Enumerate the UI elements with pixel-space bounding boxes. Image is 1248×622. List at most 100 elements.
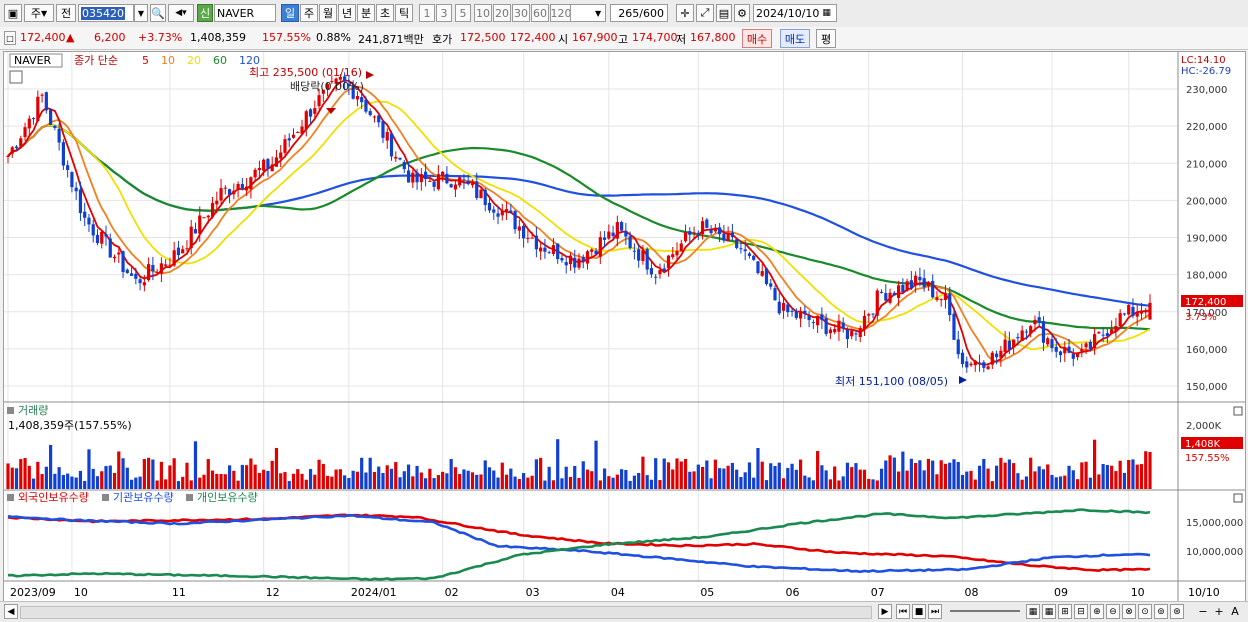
candle-body [1016, 336, 1020, 339]
period-button[interactable]: 틱 [395, 4, 413, 22]
tool-icon-6[interactable]: ⊖ [1106, 604, 1120, 619]
tool-icon-10[interactable]: ⊛ [1170, 604, 1184, 619]
market-select[interactable]: 주 ▼ [24, 4, 54, 22]
interval-button[interactable]: 60 [531, 4, 549, 22]
candle-body [19, 138, 23, 147]
expand-icon[interactable]: □ [4, 31, 16, 45]
save-icon[interactable]: ▤ [716, 4, 732, 22]
volume-bar [266, 470, 270, 489]
period-button[interactable]: 분 [357, 4, 375, 22]
volume-bar [257, 472, 262, 489]
max-count: /600 [639, 6, 664, 20]
tool-icon-1[interactable]: ▦ [1026, 604, 1040, 619]
tool-icon-3[interactable]: ⊞ [1058, 604, 1072, 619]
volume-bar [1127, 460, 1131, 489]
interval-button[interactable]: 1 [419, 4, 435, 22]
period-button[interactable]: 월 [319, 4, 337, 22]
period-button[interactable]: 년 [338, 4, 356, 22]
interval-button[interactable]: 20 [493, 4, 511, 22]
candle-body [692, 232, 696, 234]
volume-bar [394, 462, 398, 489]
interval-button[interactable]: 5 [455, 4, 471, 22]
volume-bar [325, 475, 330, 489]
ma-line-120 [7, 124, 1151, 307]
volume-bar [960, 474, 965, 489]
stock-name-field[interactable]: NAVER [214, 4, 276, 22]
volume-y-label: 2,000K [1186, 421, 1222, 432]
volume-bar [1058, 476, 1063, 489]
window-icon[interactable]: ▣ [4, 4, 22, 22]
panel-bullet [7, 407, 14, 414]
interval-button[interactable]: 30 [512, 4, 530, 22]
calendar-icon: ▦ [822, 8, 831, 18]
sell-button[interactable]: 매도 [780, 29, 810, 48]
tool-icon-2[interactable]: ▦ [1042, 604, 1056, 619]
date-field[interactable]: 2024/10/10 ▦ [753, 4, 837, 22]
candle-body [756, 261, 760, 274]
code-input[interactable]: 035420 [78, 4, 134, 22]
candle-body [637, 249, 641, 261]
zoom-button[interactable]: − [1198, 605, 1208, 618]
playback-button[interactable]: ▶ [878, 604, 892, 619]
tool-icon-5[interactable]: ⊕ [1090, 604, 1104, 619]
playback-button[interactable]: ■ [912, 604, 926, 619]
chart-area[interactable]: 230,000 220,000 210,000 200,000 190,000 180,0… [3, 51, 1246, 602]
period-button[interactable]: 초 [376, 4, 394, 22]
volume-bar [159, 461, 164, 489]
holding-y-label-2: 10,000,000 [1186, 547, 1243, 558]
candle-body [377, 115, 381, 123]
candle-body [257, 167, 262, 171]
speaker-icon[interactable]: ◀▾ [168, 4, 194, 22]
holding-line [7, 508, 1151, 582]
market-short-button[interactable]: 전 [56, 4, 76, 22]
playback-button[interactable]: ⏭ [928, 604, 942, 619]
zoom-button[interactable]: A [1231, 605, 1239, 618]
interval-button[interactable]: 120 [550, 4, 572, 22]
buy-button[interactable]: 매수 [742, 29, 772, 48]
volume-bar [300, 473, 304, 489]
draw-tool-icon[interactable]: ⤢ [696, 4, 714, 22]
last-price: 172,400 [1185, 297, 1226, 308]
playback-button[interactable]: ⏮ [896, 604, 910, 619]
candle-body [973, 360, 977, 366]
volume-bar [1088, 477, 1092, 489]
holding-legend-item: 기관보유수량 [113, 491, 174, 504]
zoom-button[interactable]: + [1214, 605, 1224, 618]
interval-select[interactable]: ▼ [570, 4, 606, 22]
candle-body [705, 219, 709, 228]
volume-bar [83, 480, 87, 489]
code-dropdown-icon[interactable]: ▼ [134, 4, 148, 22]
scroll-thumb[interactable] [950, 610, 1020, 612]
tool-icon-8[interactable]: ⊙ [1138, 604, 1152, 619]
volume-bar [845, 462, 850, 489]
tool-icon-7[interactable]: ⊗ [1122, 604, 1136, 619]
period-button[interactable]: 일 [281, 4, 299, 22]
candle-body [517, 226, 521, 231]
crosshair-icon[interactable]: ✛ [676, 4, 694, 22]
tool-icon-4[interactable]: ⊟ [1074, 604, 1088, 619]
volume-last-pct: 157.55% [1185, 453, 1230, 464]
volume-bar [713, 459, 717, 489]
ma-legend-item: 60 [213, 54, 227, 67]
search-icon[interactable]: 🔍 [150, 4, 166, 22]
scroll-left-icon[interactable]: ◀ [4, 604, 18, 619]
interval-button[interactable]: 3 [436, 4, 452, 22]
candle-body [245, 186, 249, 191]
candle-body [918, 276, 922, 281]
volume-bar [948, 462, 952, 489]
period-button[interactable]: 주 [300, 4, 318, 22]
volume-bar [534, 459, 538, 489]
y-axis-label: 210,000 [1186, 159, 1227, 170]
candle-body [854, 333, 858, 335]
eval-button[interactable]: 평 [816, 29, 836, 48]
tool-icon-9[interactable]: ⊚ [1154, 604, 1168, 619]
gear-icon[interactable]: ⚙ [734, 4, 750, 22]
candle-body [78, 189, 83, 214]
candle-body [317, 95, 321, 107]
count-field[interactable]: 265/600 [610, 4, 668, 22]
volume-bar [752, 477, 756, 489]
interval-button[interactable]: 10 [474, 4, 492, 22]
volume-bar [181, 476, 185, 489]
scroll-track[interactable] [20, 606, 872, 619]
scroll-thumb-area[interactable] [950, 605, 1020, 618]
